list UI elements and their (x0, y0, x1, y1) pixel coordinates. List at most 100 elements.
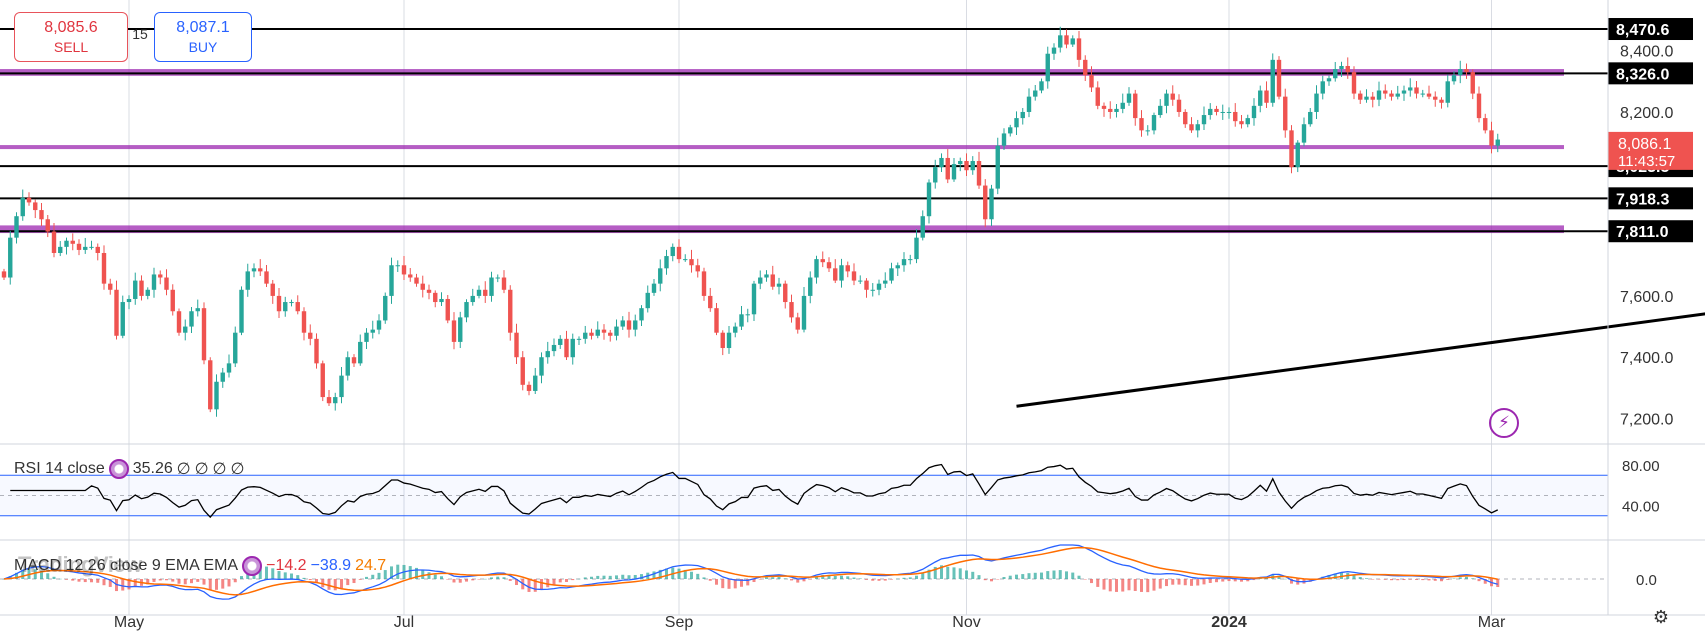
candle-body (426, 289, 432, 293)
candle-body (389, 265, 394, 296)
macd-histogram-bar (96, 579, 100, 583)
swirl-icon[interactable] (108, 459, 129, 479)
sell-button[interactable]: 8,085.6 SELL (14, 12, 128, 62)
macd-histogram-bar (952, 567, 956, 579)
swirl-icon[interactable] (242, 556, 263, 576)
candle-body (451, 320, 457, 342)
macd-histogram-bar (1196, 579, 1200, 586)
macd-histogram-bar (283, 572, 287, 579)
macd-pane (0, 544, 1608, 600)
macd-histogram-bar (1433, 579, 1437, 581)
macd-histogram-bar (15, 572, 18, 579)
macd-histogram-bar (502, 577, 506, 579)
macd-histogram-bar (1377, 579, 1381, 580)
candle-body (1058, 35, 1063, 48)
macd-histogram-bar (215, 579, 218, 590)
macd-histogram-bar (327, 579, 331, 590)
macd-histogram-bar (565, 579, 568, 582)
candle-body (870, 289, 875, 291)
candle-body (1245, 118, 1250, 125)
candle-body (1301, 124, 1307, 143)
macd-legend[interactable]: MACD 12 26 close 9 EMA EMA −14.2 −38.9 2… (14, 556, 386, 576)
candle-body (1333, 69, 1338, 79)
candle-body (689, 259, 694, 266)
candle-body (95, 246, 100, 253)
rsi-extra: ∅ (212, 461, 227, 478)
buy-button[interactable]: 8,087.1 BUY (154, 12, 252, 62)
macd-histogram-bar (440, 576, 443, 579)
candle-body (814, 259, 819, 278)
candle-body (314, 338, 319, 364)
macd-histogram-bar (740, 579, 743, 587)
macd-histogram-bar (121, 579, 125, 591)
candle-body (545, 351, 550, 358)
macd-label: MACD 12 26 close 9 EMA EMA (14, 557, 239, 574)
candle-body (664, 256, 669, 269)
candle-body (1226, 111, 1232, 113)
macd-histogram-bar (983, 579, 987, 581)
candle-body (895, 265, 900, 269)
macd-histogram-bar (1027, 573, 1031, 579)
candle-body (258, 268, 263, 272)
candle-body (614, 326, 619, 336)
candle-body (408, 274, 413, 278)
macd-histogram-bar (790, 579, 793, 581)
macd-histogram-bar (1052, 570, 1056, 579)
macd-histogram-bar (990, 579, 993, 582)
macd-line (3, 544, 1498, 600)
y-tick-label: 7,400.0 (1620, 350, 1673, 367)
macd-histogram-bar (552, 579, 556, 585)
candle-body (914, 237, 919, 260)
candle-body (770, 274, 775, 287)
macd-histogram-bar (102, 579, 106, 586)
macd-histogram-bar (777, 577, 781, 579)
macd-histogram-bar (46, 573, 50, 579)
candle-body (526, 384, 532, 391)
candle-body (608, 332, 613, 336)
candle-body (158, 274, 163, 278)
macd-histogram-bar (1421, 579, 1425, 581)
rsi-legend[interactable]: RSI 14 close 35.26 ∅ ∅ ∅ ∅ (14, 459, 245, 479)
x-tick-label: Mar (1478, 614, 1506, 631)
candle-body (264, 271, 269, 284)
countdown-label: 11:43:57 (1618, 153, 1675, 170)
macd-histogram-bar (1233, 579, 1237, 582)
macd-histogram-bar (1008, 575, 1012, 579)
macd-histogram-bar (1152, 579, 1156, 591)
candle-body (1208, 108, 1213, 116)
macd-histogram-bar (846, 576, 850, 579)
macd-histogram-bar (2, 579, 6, 580)
macd-histogram-bar (433, 574, 437, 579)
macd-histogram-bar (1227, 579, 1231, 582)
signal-line (3, 546, 1498, 596)
macd-histogram-bar (940, 565, 943, 579)
gear-icon[interactable]: ⚙︎ (1652, 607, 1670, 627)
macd-histogram-bar (421, 570, 425, 579)
macd-histogram-bar (1365, 578, 1368, 579)
macd-histogram-bar (571, 579, 575, 581)
macd-histogram-bar (1471, 578, 1475, 579)
candle-body (1264, 90, 1269, 103)
candle-body (33, 202, 38, 211)
macd-histogram-bar (677, 568, 681, 579)
candle-body (1470, 72, 1475, 94)
macd-histogram-bar (933, 566, 937, 579)
flash-icon[interactable]: ⚡︎ (1489, 408, 1519, 438)
y-tick-label: 8,400.0 (1620, 44, 1673, 61)
macd-histogram-bar (852, 577, 856, 579)
candle-body (808, 277, 813, 296)
macd-histogram-bar (227, 579, 231, 587)
candle-body (1008, 127, 1013, 134)
candle-body (720, 332, 725, 349)
macd-histogram-bar (1440, 579, 1443, 582)
candle-body (64, 240, 69, 247)
macd-histogram-bar (1465, 576, 1468, 579)
candle-body (551, 344, 557, 352)
macd-histogram-bar (602, 575, 606, 579)
macd-histogram-bar (1408, 579, 1412, 580)
candle-body (789, 302, 794, 318)
macd-histogram-bar (977, 575, 981, 579)
candle-body (539, 357, 544, 376)
macd-histogram-bar (1171, 579, 1175, 585)
